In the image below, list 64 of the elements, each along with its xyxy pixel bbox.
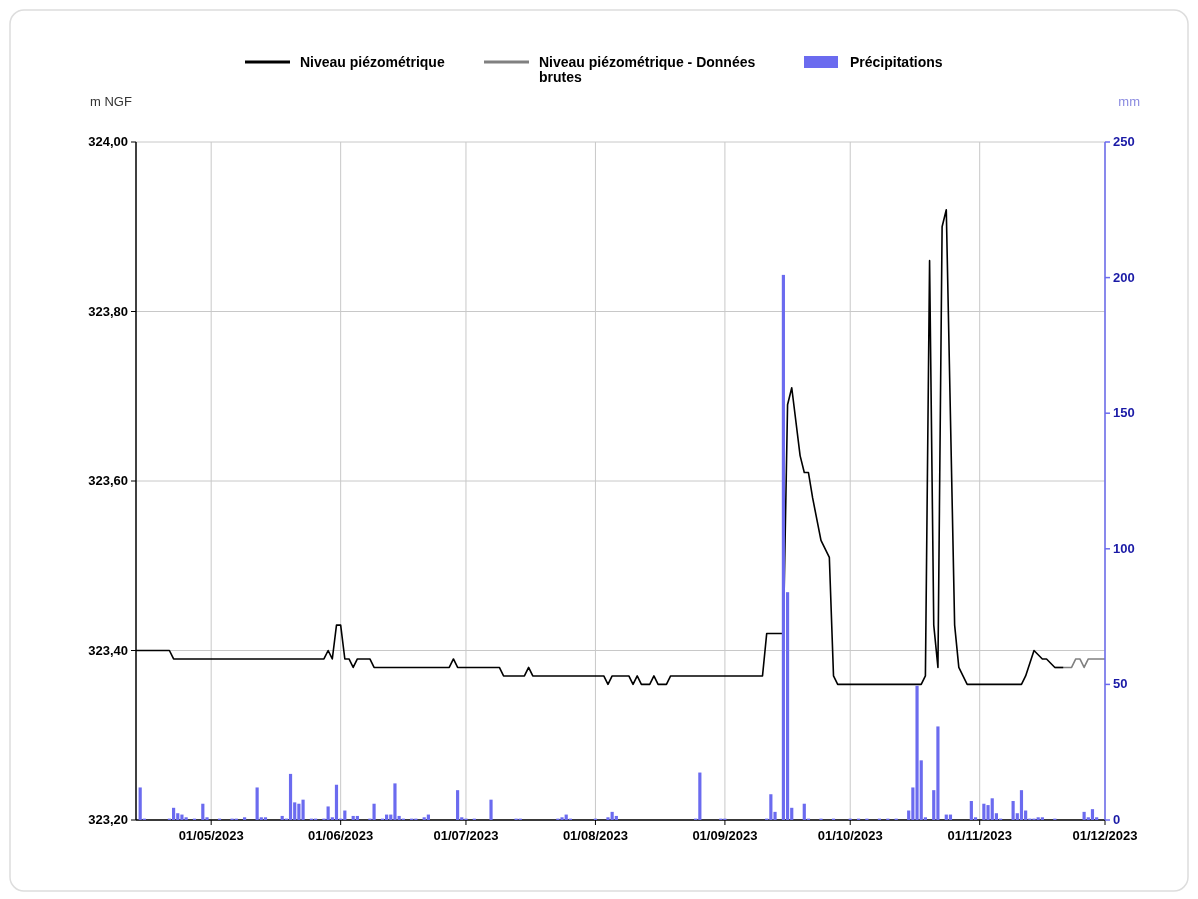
bar xyxy=(982,803,986,820)
x-tick-label: 01/06/2023 xyxy=(308,828,374,843)
bar xyxy=(301,799,305,820)
bar xyxy=(915,685,919,820)
y-tick-label: 323,20 xyxy=(88,812,128,827)
bar xyxy=(1082,811,1086,820)
y2-tick-label: 0 xyxy=(1113,812,1121,827)
x-tick-label: 01/12/2023 xyxy=(1072,828,1138,843)
bar xyxy=(698,772,702,820)
bar xyxy=(343,810,347,820)
bar xyxy=(1011,801,1015,820)
y-tick-label: 323,80 xyxy=(88,303,128,319)
y2-tick-label: 150 xyxy=(1113,405,1135,421)
bar xyxy=(422,817,426,820)
bar xyxy=(351,815,355,820)
bar xyxy=(393,783,397,820)
bar xyxy=(456,790,460,820)
bar xyxy=(781,274,785,820)
bar xyxy=(610,811,614,820)
bar xyxy=(1036,817,1040,820)
y-tick-label: 323,40 xyxy=(88,642,128,658)
bar xyxy=(1040,817,1044,820)
y2-tick-label: 100 xyxy=(1113,540,1135,556)
x-tick-label: 01/07/2023 xyxy=(433,828,499,843)
y2-tick-label: 200 xyxy=(1113,269,1135,285)
bar xyxy=(263,817,268,820)
bar xyxy=(372,803,376,820)
legend-label: Niveau piézométrique xyxy=(300,54,445,70)
y-tick-label: 324,00 xyxy=(88,134,128,149)
bar xyxy=(769,794,773,820)
bar xyxy=(990,798,994,820)
bar xyxy=(936,726,940,820)
y2-tick-label: 250 xyxy=(1113,134,1135,149)
bar xyxy=(172,807,176,820)
bar xyxy=(288,773,293,820)
bar xyxy=(560,817,564,820)
bar xyxy=(201,803,205,820)
bar xyxy=(326,806,330,820)
y-tick-label: 323,60 xyxy=(88,473,128,488)
bar xyxy=(969,801,973,820)
y2-tick-label: 50 xyxy=(1113,676,1128,692)
bar xyxy=(802,803,806,820)
y2-axis-title: mm xyxy=(1118,94,1140,109)
bar xyxy=(243,817,247,820)
bar xyxy=(1019,790,1024,820)
bar xyxy=(489,799,493,820)
bar xyxy=(334,784,339,820)
legend-label: Précipitations xyxy=(850,54,943,70)
x-tick-label: 01/09/2023 xyxy=(692,828,758,843)
bar xyxy=(297,803,301,820)
bar xyxy=(280,815,284,820)
x-tick-label: 01/11/2023 xyxy=(947,828,1012,843)
legend-label: Niveau piézométrique - Données brutes xyxy=(539,54,756,85)
x-tick-label: 01/10/2023 xyxy=(817,828,883,843)
x-tick-label: 01/05/2023 xyxy=(178,828,244,843)
bar xyxy=(355,815,359,820)
y-axis-title: m NGF xyxy=(90,94,132,109)
bar xyxy=(138,787,142,820)
bar xyxy=(255,787,259,820)
bar xyxy=(184,817,188,820)
bar xyxy=(180,814,184,820)
bar xyxy=(614,815,618,820)
bar xyxy=(1090,809,1095,820)
x-tick-label: 01/08/2023 xyxy=(562,828,628,843)
